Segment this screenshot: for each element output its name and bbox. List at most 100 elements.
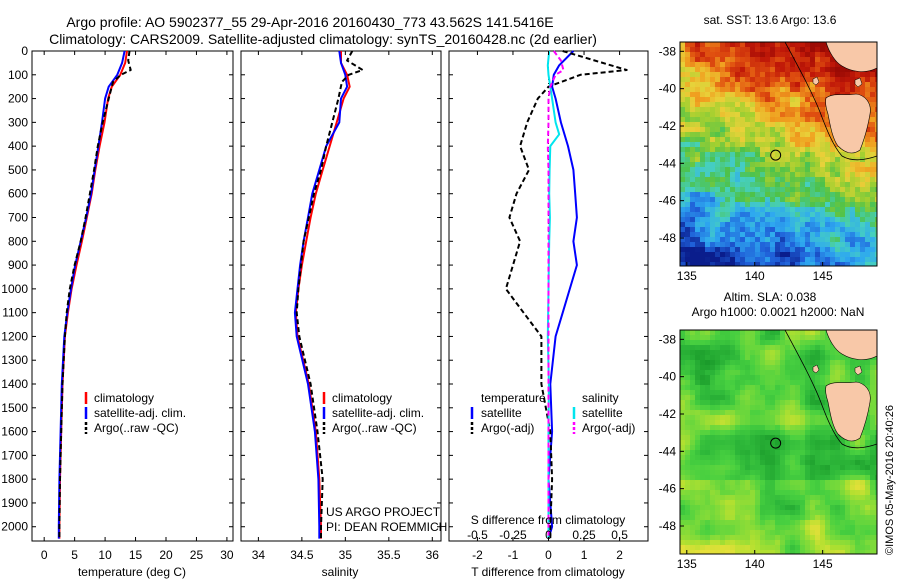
map-cell — [835, 82, 841, 88]
map-cell — [850, 510, 856, 516]
depth-y-tick-label: 900 — [8, 258, 28, 272]
map-cell — [815, 237, 821, 243]
map-cell — [810, 47, 816, 53]
map-cell — [810, 137, 816, 143]
map-cell — [680, 505, 686, 511]
depth-y-tick-label: 1000 — [1, 282, 28, 296]
map-cell — [875, 455, 877, 461]
map-cell — [715, 207, 721, 213]
map-cell — [715, 480, 721, 486]
map-cell — [860, 147, 866, 153]
map-cell — [730, 520, 736, 526]
map-cell — [830, 435, 836, 441]
map-cell — [685, 335, 691, 341]
map-cell — [765, 147, 771, 153]
map-cell — [725, 132, 731, 138]
map-cell — [720, 445, 726, 451]
map-cell — [710, 460, 716, 466]
map-cell — [745, 152, 751, 158]
map-cell — [745, 62, 751, 68]
map-x-tick-label: 145 — [813, 557, 833, 571]
map-cell — [775, 505, 781, 511]
sla-land-mainland — [825, 330, 877, 360]
map-cell — [710, 212, 716, 218]
map-cell — [770, 470, 776, 476]
map-cell — [710, 550, 716, 554]
map-cell — [755, 77, 761, 83]
map-cell — [715, 92, 721, 98]
map-cell — [705, 470, 711, 476]
map-cell — [820, 57, 826, 63]
map-cell — [800, 365, 806, 371]
map-cell — [825, 345, 831, 351]
map-cell — [745, 450, 751, 456]
map-cell — [715, 375, 721, 381]
map-cell — [790, 77, 796, 83]
map-cell — [755, 425, 761, 431]
map-cell — [700, 495, 706, 501]
map-cell — [705, 87, 711, 93]
map-cell — [800, 87, 806, 93]
map-cell — [745, 460, 751, 466]
map-cell — [870, 217, 876, 223]
map-cell — [845, 247, 851, 253]
map-cell — [805, 350, 811, 356]
map-cell — [790, 405, 796, 411]
map-cell — [870, 137, 876, 143]
map-cell — [705, 62, 711, 68]
map-cell — [860, 470, 866, 476]
map-cell — [870, 212, 876, 218]
map-cell — [785, 485, 791, 491]
map-cell — [830, 550, 836, 554]
map-cell — [745, 520, 751, 526]
map-cell — [875, 217, 877, 223]
map-cell — [745, 405, 751, 411]
map-cell — [875, 237, 877, 243]
map-cell — [695, 217, 701, 223]
map-cell — [800, 420, 806, 426]
map-cell — [765, 52, 771, 58]
map-cell — [680, 57, 686, 63]
map-cell — [700, 197, 706, 203]
map-cell — [710, 197, 716, 203]
map-cell — [840, 247, 846, 253]
map-cell — [805, 57, 811, 63]
map-cell — [875, 192, 877, 198]
map-cell — [780, 505, 786, 511]
map-cell — [695, 515, 701, 521]
map-cell — [685, 127, 691, 133]
map-cell — [750, 132, 756, 138]
map-cell — [715, 227, 721, 233]
map-cell — [775, 72, 781, 78]
map-cell — [715, 395, 721, 401]
map-cell — [775, 365, 781, 371]
map-cell — [810, 167, 816, 173]
map-cell — [710, 192, 716, 198]
map-cell — [795, 127, 801, 133]
map-cell — [700, 62, 706, 68]
map-cell — [775, 227, 781, 233]
s-difference-label: S difference from climatology — [471, 513, 626, 527]
map-cell — [865, 132, 871, 138]
map-cell — [700, 395, 706, 401]
map-cell — [725, 117, 731, 123]
map-cell — [750, 515, 756, 521]
map-cell — [705, 360, 711, 366]
map-cell — [810, 217, 816, 223]
map-cell — [700, 182, 706, 188]
map-cell — [735, 132, 741, 138]
map-cell — [690, 550, 696, 554]
map-cell — [795, 500, 801, 506]
map-cell — [775, 217, 781, 223]
map-cell — [710, 525, 716, 531]
map-cell — [685, 385, 691, 391]
map-cell — [780, 142, 786, 148]
map-cell — [860, 182, 866, 188]
map-cell — [685, 207, 691, 213]
map-cell — [705, 430, 711, 436]
map-cell — [780, 405, 786, 411]
depth-y-tick-label: 1700 — [1, 448, 28, 462]
map-cell — [750, 42, 756, 48]
map-cell — [830, 500, 836, 506]
map-cell — [800, 425, 806, 431]
